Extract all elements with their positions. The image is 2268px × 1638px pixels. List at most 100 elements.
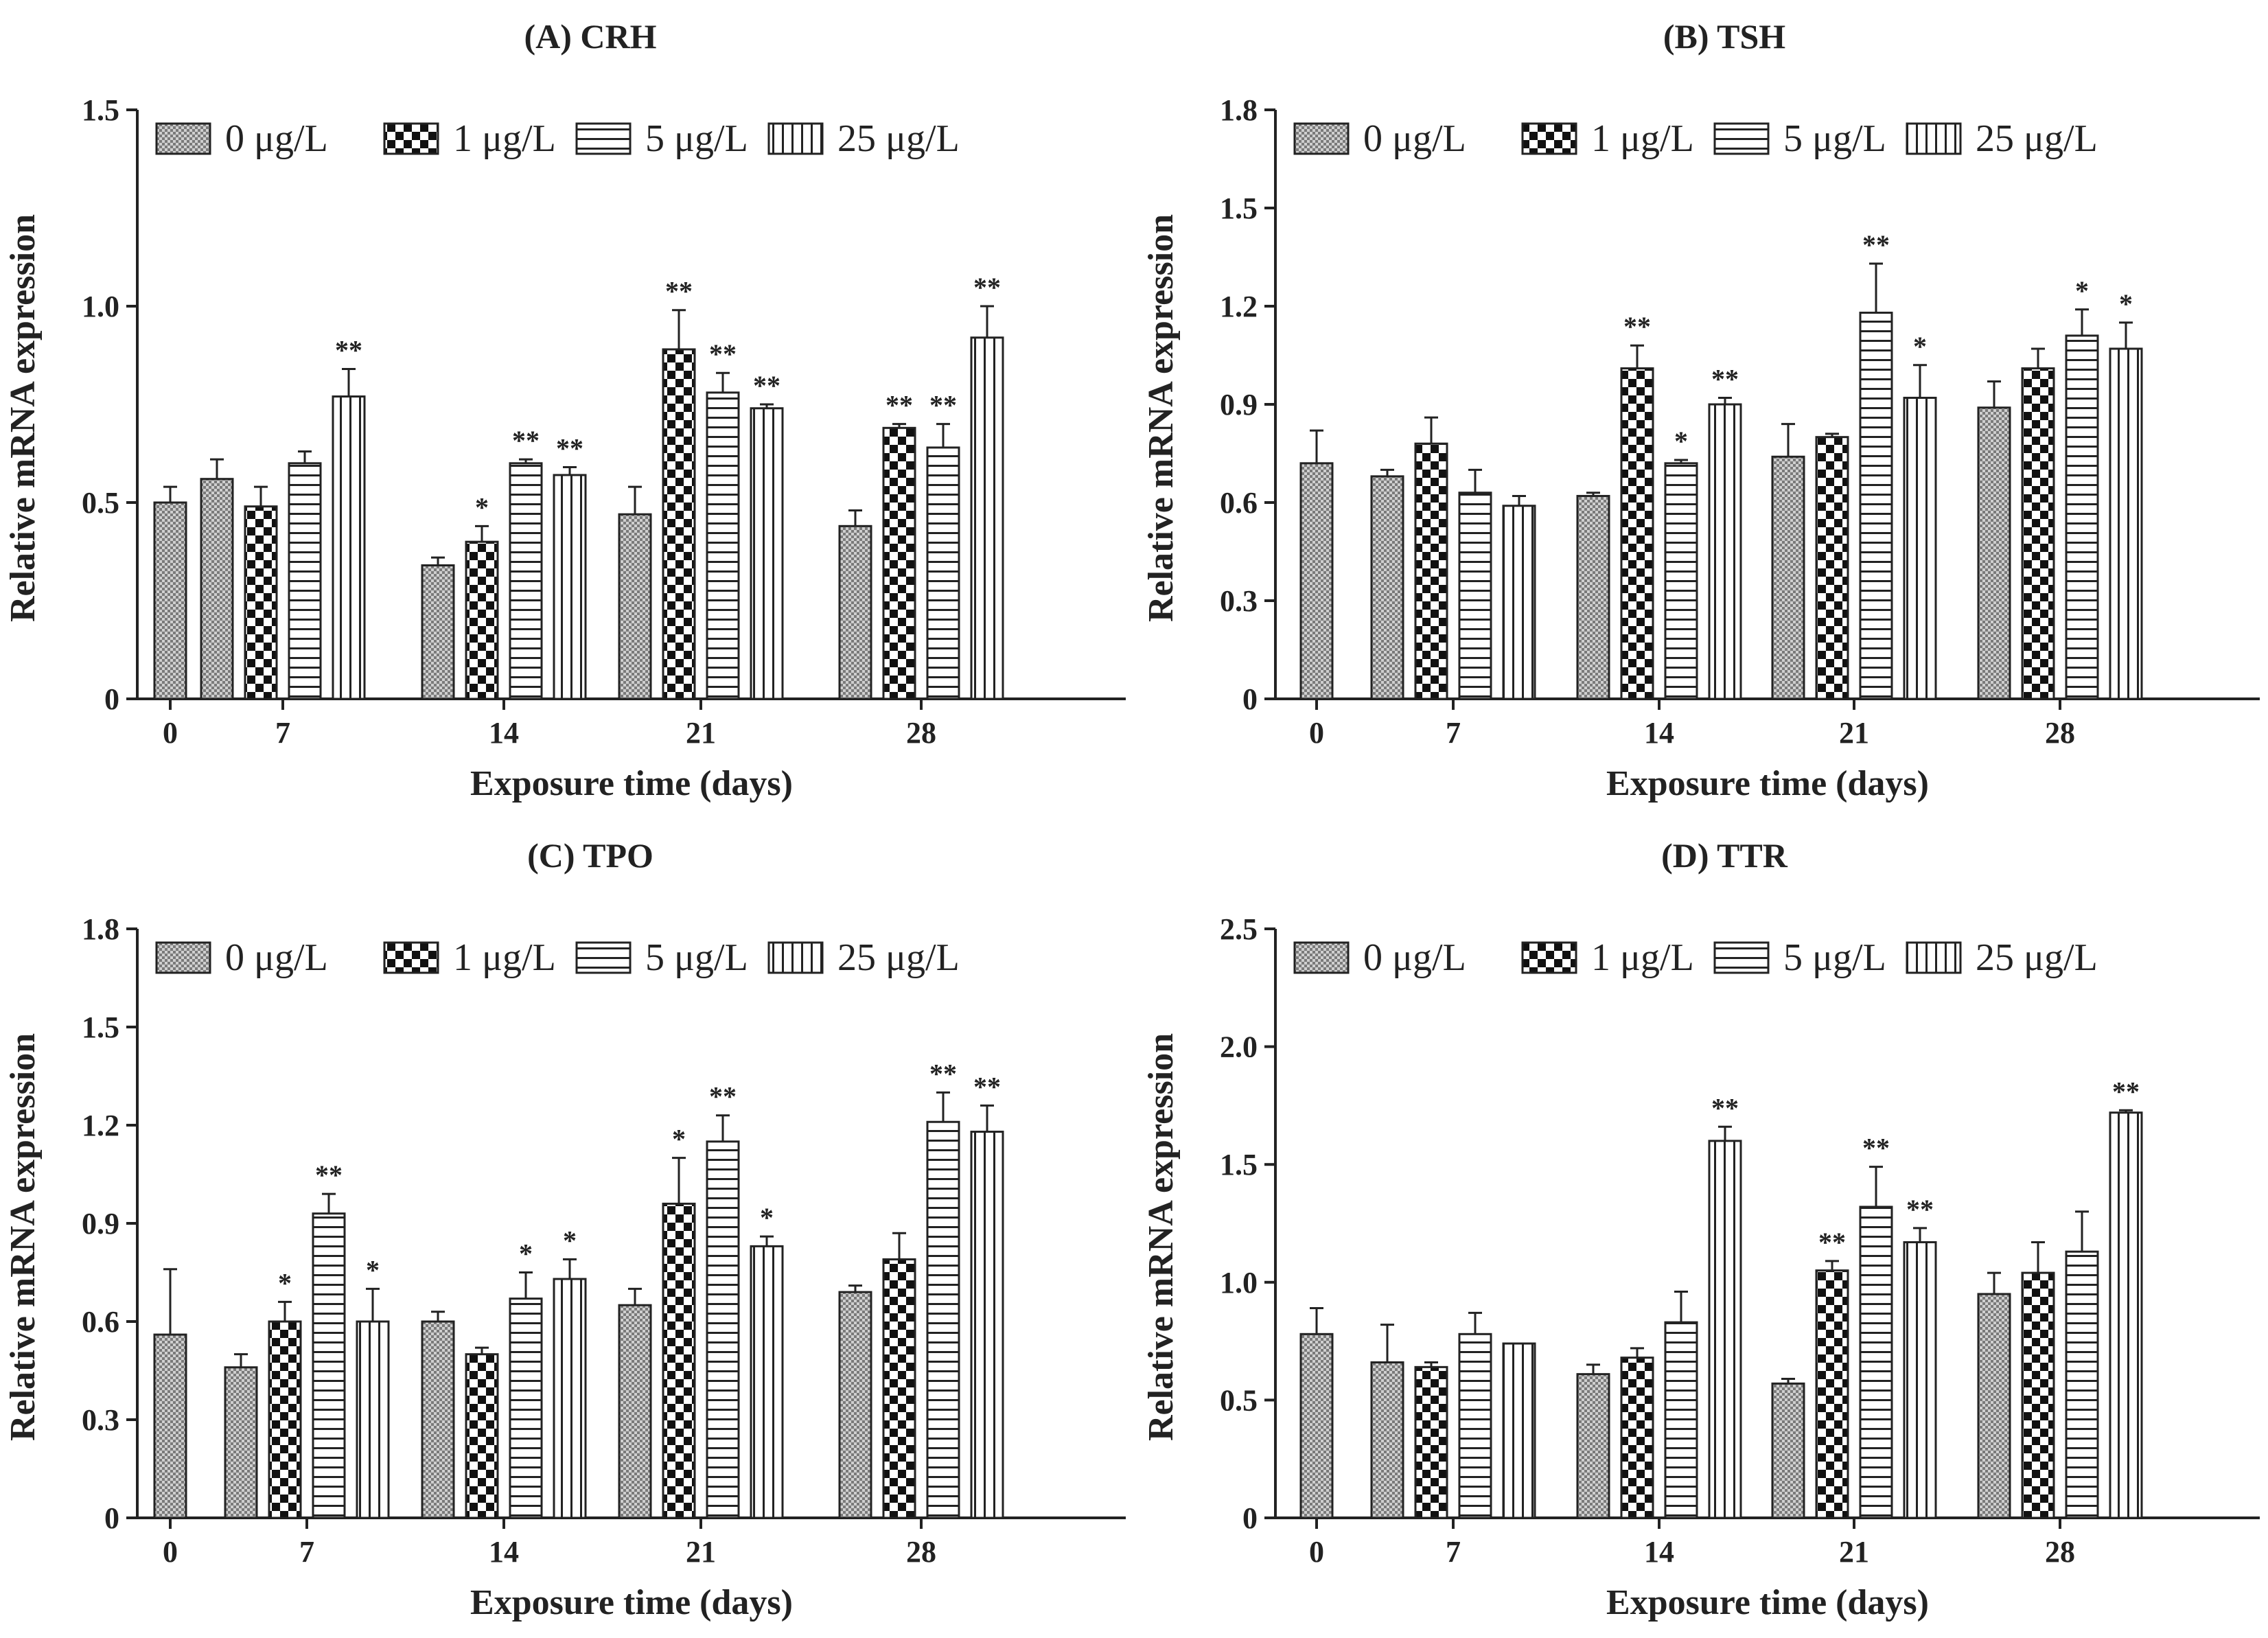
- bar-14-1: [465, 1353, 499, 1519]
- legend-label: 25 μg/L: [837, 117, 960, 160]
- chart-panel-a: (A) CRH 0 0.5 1.0 1.5 0 7 14 21 28 Exposure time (…: [0, 0, 1134, 819]
- significance-mark: *: [563, 1225, 577, 1256]
- significance-mark: **: [315, 1160, 343, 1190]
- x-tick-label: 0: [1309, 716, 1324, 750]
- significance-mark: *: [1913, 331, 1927, 362]
- legend-swatch: [155, 122, 211, 155]
- y-tick-label: 1.5: [1220, 1148, 1258, 1181]
- bar-7-1: [1414, 442, 1448, 700]
- significance-mark: **: [1906, 1194, 1934, 1225]
- significance-mark: **: [1711, 363, 1739, 394]
- bar-21-3: [750, 1245, 784, 1519]
- bar-21-0: [1771, 455, 1805, 700]
- bar-28-2: [926, 1120, 960, 1519]
- bar-28-3: [970, 336, 1004, 700]
- bar-14-2: [1664, 1321, 1698, 1519]
- bar-21-3: [1903, 1241, 1937, 1519]
- bar-28-2: [2065, 1250, 2099, 1519]
- legend-swatch: [575, 941, 632, 974]
- legend-swatch: [767, 122, 824, 155]
- y-tick-label: 1.5: [82, 93, 119, 127]
- bar-21-1: [662, 1202, 696, 1519]
- significance-mark: **: [753, 370, 780, 401]
- bar-7-3: [332, 395, 366, 700]
- bar-0-0: [153, 1333, 187, 1519]
- bar-7-2: [288, 462, 322, 700]
- legend-label: 5 μg/L: [1783, 117, 1886, 160]
- bar-21-2: [1859, 1206, 1893, 1519]
- bar-28-0: [838, 524, 872, 700]
- significance-mark: **: [1623, 311, 1651, 342]
- bar-7-0: [200, 478, 234, 700]
- bar-21-1: [662, 348, 696, 700]
- y-tick-label: 0.3: [1220, 584, 1258, 618]
- chart-title: (C) TPO: [527, 836, 653, 875]
- x-axis-title: Exposure time (days): [470, 764, 793, 803]
- chart-d-svg: (D) TTR 0 0.5 1.0 1.5 2.0 2.5 0 7 14 21 28 Exposure …: [1142, 836, 2260, 1622]
- significance-mark: **: [512, 425, 540, 456]
- y-axis-title: Relative mRNA expression: [1142, 214, 1181, 622]
- y-tick-label: 2.5: [1220, 912, 1258, 946]
- chart-panel-d: (D) TTR 0 0.5 1.0 1.5 2.0 2.5 0 7 14 21 28 Exposure …: [1134, 819, 2268, 1638]
- legend-label: 0 μg/L: [225, 936, 328, 979]
- y-axis-title: Relative mRNA expression: [3, 214, 43, 622]
- x-tick-label: 7: [1446, 1535, 1461, 1569]
- significance-mark: **: [709, 338, 737, 369]
- significance-mark: **: [929, 390, 957, 421]
- significance-mark: **: [709, 1081, 737, 1112]
- bar-28-3: [2109, 1111, 2143, 1519]
- x-tick-label: 21: [1839, 1535, 1869, 1569]
- significance-mark: *: [760, 1202, 774, 1233]
- bar-21-1: [1815, 436, 1849, 700]
- chart-panel-b: (B) TSH 0 0.3 0.6 0.9 1.2 1.5 1.8 0 7 14 21 28 Exposu…: [1134, 0, 2268, 819]
- x-tick-label: 14: [1644, 1535, 1674, 1569]
- legend-swatch: [383, 122, 439, 155]
- bar-7-1: [268, 1320, 302, 1519]
- x-tick-label: 0: [163, 716, 178, 750]
- bar-14-0: [421, 1320, 455, 1519]
- chart-b-svg: (B) TSH 0 0.3 0.6 0.9 1.2 1.5 1.8 0 7 14 21 28 Exposu…: [1142, 17, 2260, 803]
- bar-7-1: [244, 505, 278, 700]
- bar-21-0: [618, 513, 652, 700]
- legend-label: 5 μg/L: [1783, 936, 1886, 979]
- significance-mark: **: [556, 433, 583, 464]
- legend-swatch: [1521, 941, 1577, 974]
- bar-7-0: [1370, 475, 1404, 700]
- significance-mark: **: [335, 335, 362, 366]
- bar-28-1: [2021, 1271, 2055, 1519]
- bar-28-0: [1977, 1293, 2011, 1519]
- bar-7-2: [312, 1212, 346, 1519]
- legend-label: 1 μg/L: [453, 936, 556, 979]
- significance-mark: **: [1862, 1133, 1890, 1164]
- significance-mark: *: [2075, 275, 2089, 306]
- x-tick-label: 28: [906, 716, 936, 750]
- legend-swatch: [1293, 941, 1350, 974]
- legend-label: 25 μg/L: [1976, 117, 2098, 160]
- x-tick-label: 21: [686, 1535, 716, 1569]
- legend-label: 1 μg/L: [1591, 117, 1694, 160]
- bar-14-2: [1664, 462, 1698, 700]
- significance-mark: **: [973, 272, 1001, 303]
- bar-7-3: [1502, 505, 1536, 700]
- chart-title: (B) TSH: [1663, 17, 1785, 56]
- bar-14-0: [1576, 1373, 1610, 1519]
- legend-label: 0 μg/L: [1363, 117, 1466, 160]
- chart-title: (D) TTR: [1661, 836, 1788, 875]
- significance-mark: **: [929, 1058, 957, 1089]
- significance-mark: *: [672, 1124, 686, 1155]
- legend-swatch: [1713, 941, 1770, 974]
- chart-title: (A) CRH: [524, 17, 656, 56]
- y-tick-label: 0.5: [82, 486, 119, 520]
- x-tick-label: 14: [489, 1535, 519, 1569]
- significance-mark: **: [2112, 1076, 2140, 1107]
- bar-7-3: [1502, 1342, 1536, 1519]
- chart-panel-c: (C) TPO 0 0.3 0.6 0.9 1.2 1.5 1.8 0 7 14 21 28 Exposu…: [0, 819, 1134, 1638]
- bar-7-2: [1458, 1333, 1492, 1519]
- y-tick-label: 0: [1242, 1501, 1258, 1535]
- y-tick-label: 1.2: [82, 1109, 119, 1142]
- x-tick-label: 7: [1446, 716, 1461, 750]
- bar-14-0: [421, 564, 455, 700]
- bar-0-0: [1299, 462, 1334, 700]
- x-tick-label: 28: [2045, 1535, 2075, 1569]
- bar-21-0: [618, 1304, 652, 1519]
